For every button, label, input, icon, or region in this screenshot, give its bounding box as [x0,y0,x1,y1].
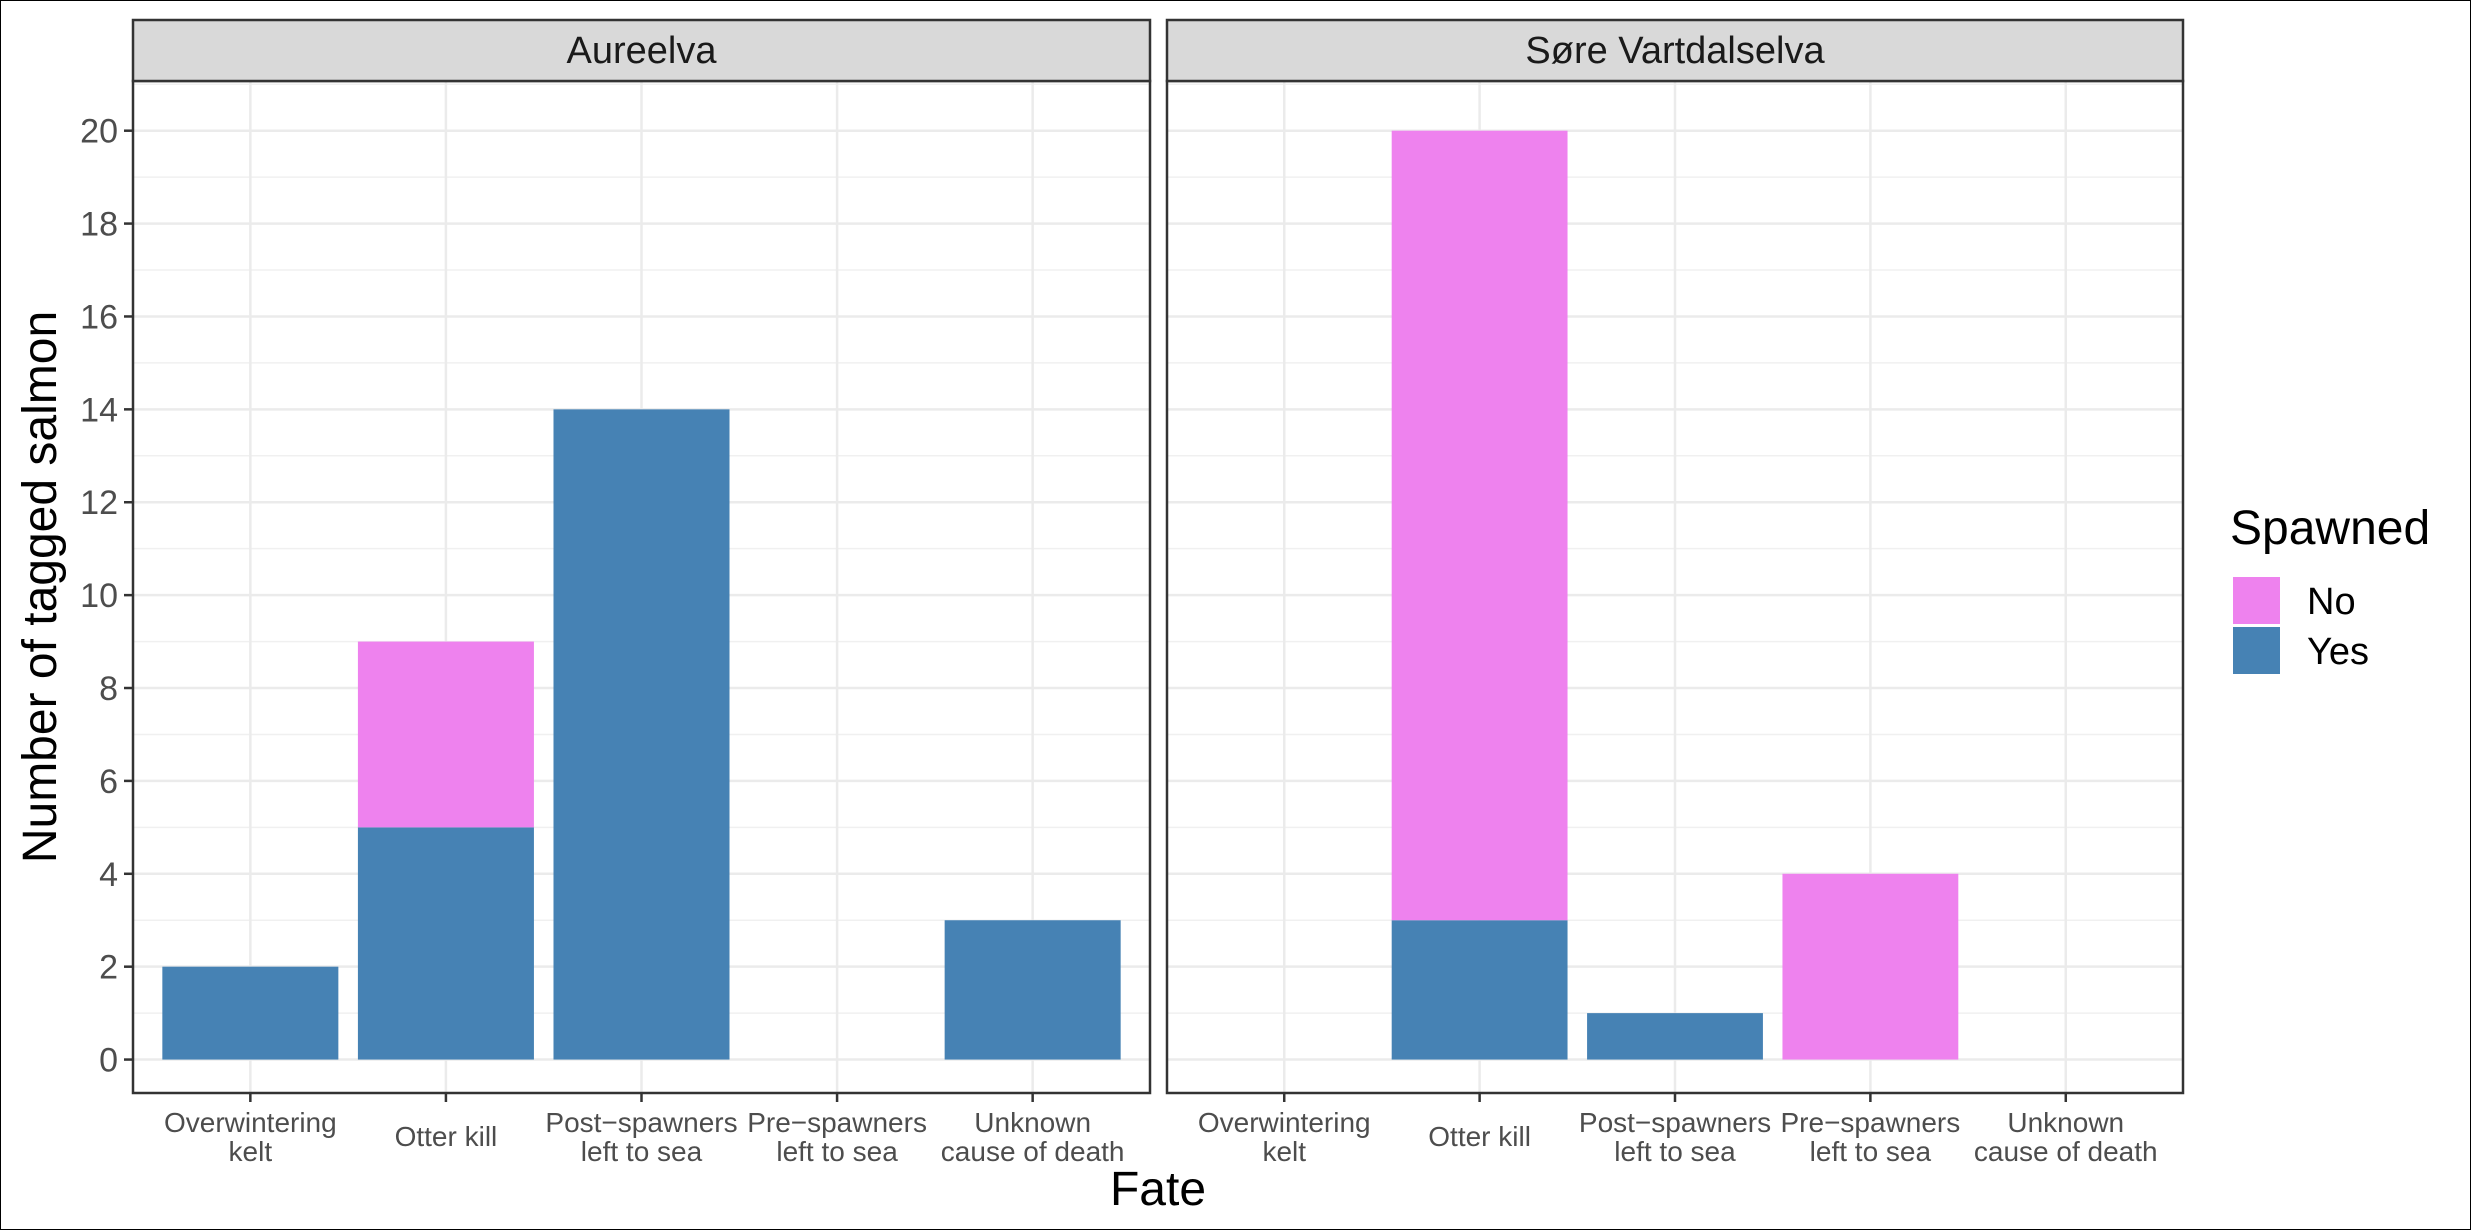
x-tick-label: Unknown [974,1107,1091,1138]
x-tick-label: left to sea [776,1136,898,1167]
x-tick-label: kelt [1262,1136,1306,1167]
y-tick-label: 4 [99,856,118,894]
legend-label-yes: Yes [2307,631,2369,673]
y-tick-label: 6 [99,763,118,801]
x-tick-label: left to sea [581,1136,703,1167]
facet-strip [131,18,1152,83]
y-tick-label: 12 [80,484,118,522]
x-tick-label: Pre−spawners [747,1107,927,1138]
x-tick-label: Pre−spawners [1781,1107,1961,1138]
bar-yes [1391,920,1568,1060]
y-tick-label: 20 [80,113,118,151]
y-tick-label: 18 [80,206,118,244]
y-tick-label: 2 [99,949,118,987]
bar-yes [1587,1013,1763,1060]
x-tick-label: Otter kill [395,1121,498,1152]
x-tick-label: Otter kill [1428,1121,1531,1152]
facet-strip-label: Aureelva [567,30,718,72]
legend-title: Spawned [2230,502,2430,555]
x-tick-label: Unknown [2007,1107,2124,1138]
bar-yes [944,920,1121,1060]
bar-yes [162,966,339,1060]
x-tick-label: cause of death [941,1136,1125,1167]
legend-swatch-no [2233,577,2280,624]
y-axis-title: Number of tagged salmon [14,311,67,863]
y-tick-label: 10 [80,577,118,615]
y-tick-label: 0 [99,1042,118,1080]
y-tick-label: 8 [99,670,118,708]
x-axis-title: Fate [1110,1163,1206,1216]
bar-yes [553,409,730,1060]
bar-no [1391,130,1568,921]
x-tick-label: Overwintering [164,1107,337,1138]
x-tick-label: left to sea [1614,1136,1736,1167]
x-tick-label: left to sea [1810,1136,1932,1167]
facet-strip-label: Søre Vartdalselva [1525,30,1825,72]
x-tick-label: Post−spawners [545,1107,737,1138]
x-tick-label: Overwintering [1198,1107,1371,1138]
facet-strip [1165,18,2185,83]
y-tick-label: 14 [80,391,118,429]
x-tick-label: Post−spawners [1579,1107,1771,1138]
x-tick-label: cause of death [1974,1136,2158,1167]
legend-label-no: No [2307,581,2356,623]
y-tick-label: 16 [80,298,118,336]
legend-swatch-yes [2233,627,2280,674]
bar-no [357,641,534,828]
bar-no [1782,873,1959,1060]
x-tick-label: kelt [229,1136,273,1167]
bar-yes [357,827,534,1060]
